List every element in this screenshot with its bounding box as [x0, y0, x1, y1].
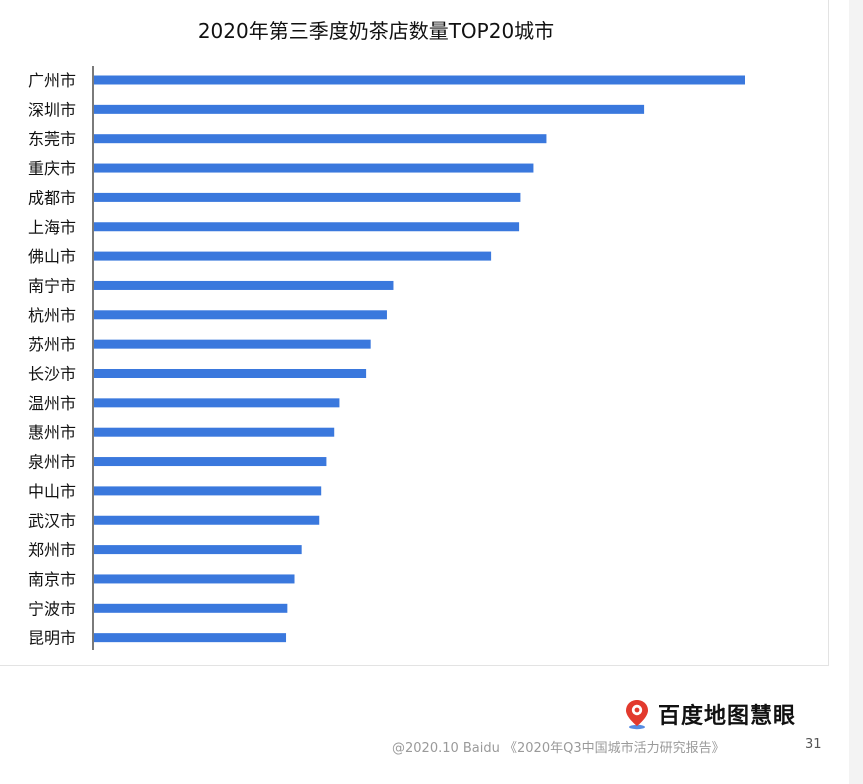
bar-4	[94, 163, 534, 173]
category-label-4: 重庆市	[28, 159, 76, 178]
category-label-17: 郑州市	[28, 541, 76, 560]
category-label-6: 上海市	[28, 218, 76, 237]
category-label-15: 中山市	[28, 482, 76, 501]
logo-text: 百度地图慧眼	[658, 704, 797, 729]
bar-18	[94, 574, 295, 584]
category-label-12: 温州市	[28, 394, 76, 413]
category-label-9: 杭州市	[28, 306, 76, 325]
category-label-11: 长沙市	[28, 365, 76, 384]
category-label-1: 广州市	[28, 71, 76, 90]
bar-19	[94, 603, 288, 613]
bar-10	[94, 339, 371, 349]
category-label-5: 成都市	[28, 188, 76, 207]
category-labels: 广州市深圳市东莞市重庆市成都市上海市佛山市南宁市杭州市苏州市长沙市温州市惠州市泉…	[28, 71, 76, 648]
bars-group	[94, 75, 745, 643]
chart-card: 2020年第三季度奶茶店数量TOP20城市 广州市深圳市东莞市重庆市成都市上海市…	[0, 0, 829, 666]
bar-16	[94, 515, 320, 525]
category-label-7: 佛山市	[28, 247, 76, 266]
bar-20	[94, 633, 287, 643]
bar-17	[94, 545, 302, 555]
baidu-map-logo: 百度地图慧眼	[622, 698, 796, 730]
bar-15	[94, 486, 322, 496]
bar-chart: 2020年第三季度奶茶店数量TOP20城市 广州市深圳市东莞市重庆市成都市上海市…	[28, 19, 745, 650]
bar-8	[94, 280, 394, 290]
map-pin-icon	[626, 700, 648, 730]
bar-5	[94, 192, 521, 202]
right-scroll-strip	[849, 0, 863, 784]
category-label-3: 东莞市	[28, 130, 76, 149]
category-label-14: 泉州市	[28, 453, 76, 472]
category-label-19: 宁波市	[28, 599, 76, 618]
category-label-20: 昆明市	[28, 629, 76, 648]
category-label-10: 苏州市	[28, 335, 76, 354]
page-number: 31	[805, 737, 822, 752]
bar-11	[94, 369, 367, 378]
category-label-8: 南宁市	[28, 276, 76, 295]
category-label-2: 深圳市	[28, 100, 76, 119]
bar-7	[94, 251, 492, 261]
bar-14	[94, 457, 327, 467]
category-label-18: 南京市	[28, 570, 76, 589]
chart-title: 2020年第三季度奶茶店数量TOP20城市	[198, 19, 554, 43]
source-citation: @2020.10 Baidu 《2020年Q3中国城市活力研究报告》	[392, 741, 725, 756]
bar-12	[94, 398, 340, 408]
category-label-16: 武汉市	[28, 511, 76, 530]
category-label-13: 惠州市	[28, 423, 76, 442]
bar-3	[94, 134, 547, 144]
bar-13	[94, 427, 335, 437]
bar-6	[94, 222, 520, 232]
bar-2	[94, 104, 645, 114]
bar-9	[94, 310, 387, 320]
bar-1	[94, 75, 745, 85]
